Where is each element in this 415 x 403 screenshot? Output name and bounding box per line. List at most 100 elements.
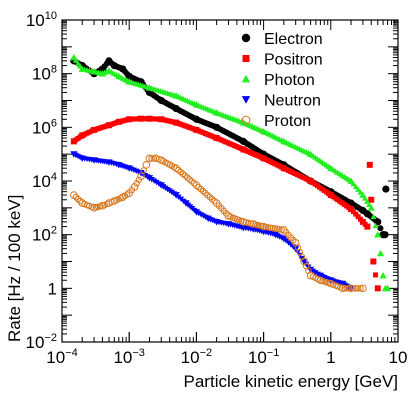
chart-series [70, 53, 392, 293]
legend-marker-proton [241, 115, 251, 125]
data-point [382, 185, 390, 193]
data-point [327, 279, 335, 288]
data-point [259, 222, 268, 231]
data-point [343, 285, 351, 292]
data-point [364, 223, 371, 230]
x-axis-title: Particle kinetic energy [GeV] [184, 372, 398, 391]
data-point [290, 236, 297, 244]
data-point [370, 213, 377, 220]
legend: Electron Positron Photon Neutron Proton [241, 31, 323, 130]
data-point [74, 195, 82, 203]
data-point [353, 211, 359, 217]
data-point [148, 176, 155, 183]
legend-label-neutron: Neutron [264, 93, 321, 110]
series-proton [70, 154, 367, 293]
y-axis-title: Rate [Hz / 100 keV] [5, 195, 24, 342]
data-point [130, 183, 139, 191]
data-point [298, 253, 306, 261]
data-point [271, 225, 279, 232]
data-point [140, 167, 147, 174]
x-tick-label: 1 [326, 348, 335, 367]
data-point [72, 193, 80, 201]
data-point [137, 172, 145, 181]
data-point [383, 284, 392, 292]
data-point [374, 231, 382, 238]
series-electron [70, 57, 390, 239]
x-tick-label: 10−4 [46, 347, 77, 367]
data-point [239, 218, 248, 226]
data-point [76, 197, 84, 205]
data-point [192, 209, 200, 216]
data-point [211, 197, 218, 205]
data-point [355, 214, 361, 220]
data-point [350, 180, 357, 187]
y-tick-label: 108 [32, 64, 57, 84]
data-point [361, 195, 368, 201]
data-point [152, 154, 160, 163]
data-point [350, 285, 357, 292]
data-point [305, 267, 312, 275]
data-point [273, 225, 281, 233]
data-point [354, 285, 362, 292]
x-tick-label: 10−1 [248, 347, 279, 367]
legend-marker-photon [241, 74, 251, 83]
legend-label-photon: Photon [264, 72, 315, 89]
series-positron [70, 115, 381, 292]
data-point [350, 209, 356, 215]
data-point [376, 249, 385, 257]
data-point [105, 199, 113, 207]
data-point [262, 223, 270, 231]
legend-label-positron: Positron [264, 52, 323, 69]
data-point [294, 249, 301, 255]
data-point [381, 231, 389, 239]
data-point [264, 224, 272, 231]
data-point [325, 279, 332, 287]
data-point [359, 284, 367, 293]
data-point [123, 191, 131, 198]
legend-label-electron: Electron [264, 31, 323, 48]
data-point [145, 175, 154, 182]
data-point [312, 270, 319, 276]
data-point [276, 225, 283, 233]
y-tick-label: 10−2 [26, 332, 57, 352]
y-tick-label: 102 [32, 225, 57, 245]
data-point [249, 220, 257, 228]
data-point [366, 161, 373, 168]
x-tick-label: 10−3 [113, 347, 144, 367]
data-point [379, 271, 387, 279]
data-point [368, 196, 375, 203]
y-tick-label: 1010 [26, 10, 57, 30]
y-tick-label: 1 [48, 279, 57, 298]
data-point [151, 178, 158, 184]
data-point [372, 222, 379, 229]
data-point [78, 199, 87, 207]
data-point [90, 204, 98, 212]
data-point [170, 163, 178, 171]
data-point [190, 180, 198, 187]
series-photon [70, 53, 392, 292]
data-point [142, 161, 151, 169]
series-neutron [70, 151, 355, 292]
data-point [367, 204, 375, 211]
data-point [374, 285, 381, 292]
y-axis-ticks: 10−2 1 102 104 106 108 1010 [26, 10, 398, 352]
data-point [153, 179, 160, 186]
data-point [352, 183, 359, 190]
y-tick-label: 106 [32, 117, 57, 137]
data-point [373, 272, 379, 278]
data-point [148, 155, 155, 162]
data-point [347, 284, 355, 293]
legend-marker-positron [242, 55, 250, 62]
data-point [352, 285, 360, 292]
data-point [364, 198, 371, 204]
x-tick-label: 10−2 [181, 347, 212, 367]
data-point [348, 206, 355, 213]
legend-label-proton: Proton [264, 113, 311, 130]
data-point [245, 219, 252, 227]
data-point [269, 224, 276, 232]
legend-marker-neutron [241, 96, 251, 104]
data-point [98, 201, 107, 210]
data-point [237, 217, 245, 225]
